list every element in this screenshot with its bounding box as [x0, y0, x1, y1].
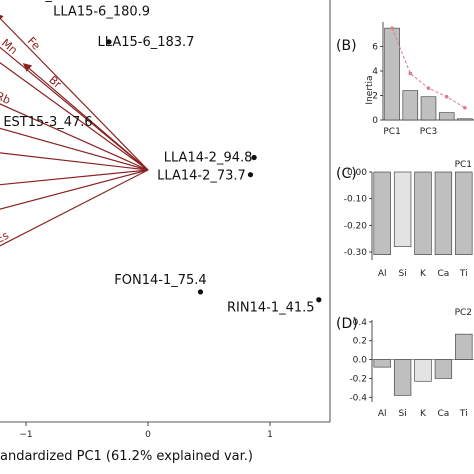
loading-vector — [0, 169, 149, 247]
loading-vector-label: Mn — [0, 36, 20, 57]
panel-c-tag: (C) — [336, 166, 357, 182]
y-tick-label: 0 — [372, 116, 378, 126]
loading-vector-label: Es — [0, 229, 11, 246]
sample-label: RIN14-1_41.5 — [227, 301, 315, 316]
x-tick-label: PC1 — [383, 127, 400, 137]
sample-point — [316, 297, 322, 303]
sample-label: LLA14-2_73.7 — [157, 169, 246, 184]
sample-point — [251, 154, 257, 161]
loading-vector — [0, 127, 149, 171]
sample-point — [197, 289, 204, 295]
panel-d-tag: (D) — [336, 316, 358, 332]
x-tick-label: K — [420, 409, 427, 419]
bar — [373, 171, 391, 255]
y-axis-label: Inertia — [365, 75, 375, 104]
scree-point — [463, 105, 467, 110]
y-tick-label: 0.4 — [353, 318, 368, 328]
bar — [414, 359, 432, 382]
bar — [455, 171, 473, 255]
bar — [393, 359, 412, 396]
biplot-x-tick-label: −1 — [19, 430, 32, 440]
loading-vector — [0, 13, 149, 171]
sample-label: LLA14-2_94.8 — [164, 151, 253, 166]
y-tick-label: 4 — [372, 67, 378, 77]
x-tick-label: Al — [378, 409, 387, 419]
bar — [414, 171, 432, 255]
panel-title: PC1 — [455, 160, 472, 170]
sample-label: FON14-1_75.4 — [114, 273, 206, 288]
y-tick-label: -0.4 — [349, 393, 367, 403]
biplot-x-tick-label: 0 — [145, 430, 151, 440]
bar — [384, 27, 400, 121]
loading-vector — [22, 63, 149, 171]
scree-point — [444, 94, 449, 99]
sample-label: LLA15-6_183.7 — [98, 35, 195, 50]
loading-vector — [0, 169, 149, 186]
sample-point — [247, 172, 254, 178]
y-tick-label: -0.20 — [344, 221, 368, 231]
x-tick-label: PC3 — [420, 127, 437, 137]
x-tick-label: Si — [398, 409, 406, 419]
x-tick-label: Ca — [437, 269, 449, 279]
bar — [455, 333, 473, 360]
x-tick-label: K — [420, 269, 427, 279]
biplot-x-axis-label: andardized PC1 (61.2% explained var.) — [0, 449, 253, 464]
y-tick-label: 6 — [372, 43, 378, 53]
sample-label: EST15-3_47.6 — [3, 115, 92, 130]
biplot-x-tick-label: 1 — [267, 430, 273, 440]
scree-point — [426, 86, 431, 90]
bar — [393, 171, 412, 247]
y-tick-label: -0.10 — [344, 195, 368, 205]
loading-vector-label: Rb — [0, 89, 13, 107]
scree-point — [390, 26, 394, 30]
scree-panel: (B) 0 2 4 6 PC1 PC3 Inertia — [336, 22, 474, 137]
x-tick-label: Ca — [437, 409, 449, 419]
bar — [420, 96, 437, 121]
y-tick-label: 0.2 — [353, 337, 367, 347]
panel-b-tag: (B) — [336, 38, 357, 54]
sample-point — [106, 39, 112, 45]
scree-point — [408, 71, 413, 76]
pc2-loadings-panel: (D) 0.4 0.2 0.0 -0.2 -0.4 Al Si K Ca Ti PC2 — [336, 308, 474, 419]
loading-vector — [0, 169, 149, 210]
bar — [457, 118, 473, 121]
y-tick-label: -0.30 — [344, 248, 368, 258]
loading-vector-label: Fe — [25, 35, 43, 53]
bar — [438, 112, 455, 121]
sample-label: LLA15-6_180.9 — [53, 4, 150, 19]
x-tick-label: Ti — [459, 269, 468, 279]
x-tick-label: Al — [378, 269, 387, 279]
y-tick-label: 0.0 — [353, 356, 368, 366]
panel-title: PC2 — [455, 308, 472, 318]
bar — [402, 90, 419, 121]
loading-vector — [0, 103, 149, 171]
bar — [373, 359, 391, 368]
x-tick-label: Ti — [459, 409, 468, 419]
bar — [434, 359, 453, 379]
bar — [434, 171, 453, 255]
loading-vector — [0, 61, 149, 171]
y-tick-label: 2 — [372, 92, 378, 102]
pc1-loadings-panel: (C) 0.00 -0.10 -0.20 -0.30 Al Si K Ca Ti PC1 — [336, 160, 473, 279]
y-tick-label: 0.00 — [347, 168, 367, 178]
sample-label: A15-6_178.9 — [7, 0, 89, 3]
loading-vector — [0, 152, 149, 171]
y-tick-label: -0.2 — [349, 374, 367, 384]
x-tick-label: Si — [398, 269, 406, 279]
